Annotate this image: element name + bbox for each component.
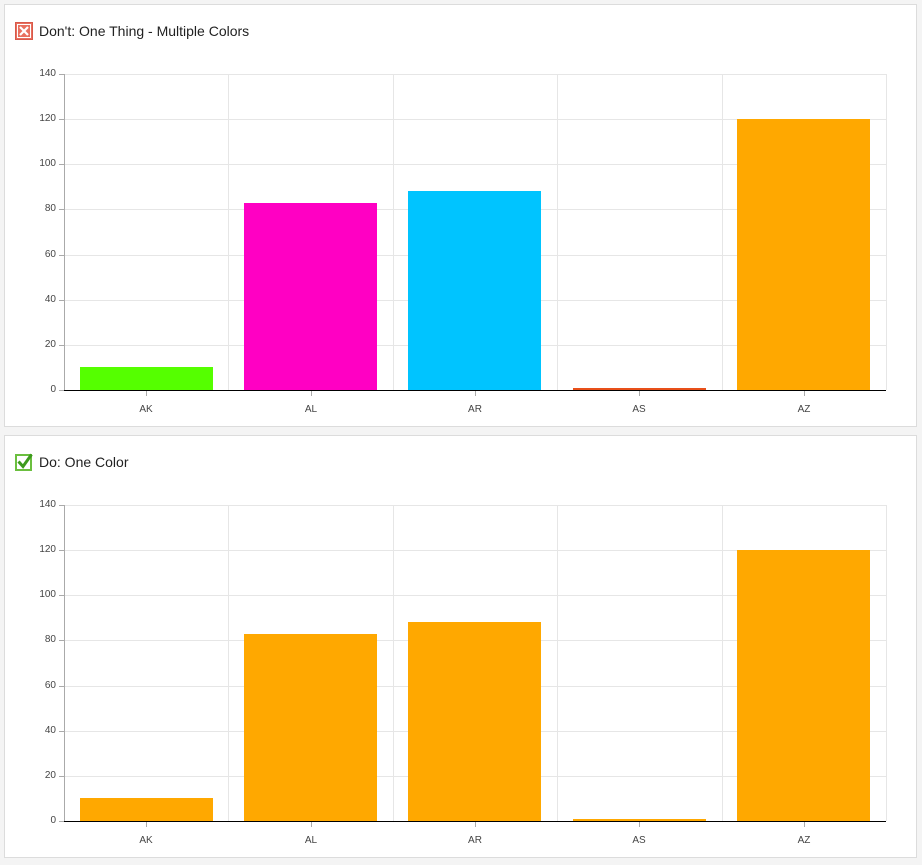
y-tick-mark <box>59 345 64 346</box>
y-tick-mark <box>59 821 64 822</box>
x-tick-mark <box>804 822 805 827</box>
x-tick-label: AZ <box>797 404 811 415</box>
gridline-vertical <box>722 74 723 390</box>
y-tick-mark <box>59 119 64 120</box>
y-tick-mark <box>59 595 64 596</box>
x-tick-label: AL <box>304 404 318 415</box>
x-tick-mark <box>146 391 147 396</box>
x-tick-mark <box>475 391 476 396</box>
gridline-vertical <box>557 505 558 821</box>
y-tick-label: 140 <box>39 499 56 510</box>
x-tick-label: AR <box>468 835 482 846</box>
bar-al[interactable] <box>244 634 377 821</box>
y-axis <box>64 74 65 390</box>
gridline-horizontal <box>64 550 886 551</box>
x-tick-mark <box>311 391 312 396</box>
y-tick-mark <box>59 776 64 777</box>
y-tick-mark <box>59 731 64 732</box>
y-tick-label: 100 <box>39 158 56 169</box>
chart-card-dont: Don't: One Thing - Multiple Colors 0 20 40… <box>4 4 917 427</box>
card-title: Don't: One Thing - Multiple Colors <box>15 22 249 40</box>
gridline-vertical <box>722 505 723 821</box>
bar-al[interactable] <box>244 203 377 390</box>
x-tick-label: AS <box>632 835 646 846</box>
y-tick-mark <box>59 300 64 301</box>
y-tick-label: 80 <box>44 203 56 214</box>
y-tick-label: 40 <box>44 725 56 736</box>
gridline-horizontal <box>64 505 886 506</box>
gridline-horizontal <box>64 119 886 120</box>
y-tick-label: 0 <box>50 815 56 826</box>
x-tick-label: AK <box>139 404 153 415</box>
y-tick-label: 0 <box>50 384 56 395</box>
x-tick-mark <box>639 822 640 827</box>
y-tick-label: 120 <box>39 113 56 124</box>
x-tick-label: AL <box>304 835 318 846</box>
y-tick-label: 120 <box>39 544 56 555</box>
bar-ar[interactable] <box>408 622 541 821</box>
y-tick-mark <box>59 640 64 641</box>
gridline-vertical <box>228 505 229 821</box>
y-tick-mark <box>59 74 64 75</box>
x-tick-mark <box>804 391 805 396</box>
x-tick-mark <box>639 391 640 396</box>
y-tick-mark <box>59 390 64 391</box>
y-tick-mark <box>59 209 64 210</box>
gridline-vertical <box>393 505 394 821</box>
bar-ak[interactable] <box>80 367 213 390</box>
y-tick-mark <box>59 550 64 551</box>
y-tick-mark <box>59 505 64 506</box>
y-axis <box>64 505 65 821</box>
gridline-horizontal <box>64 164 886 165</box>
y-tick-label: 40 <box>44 294 56 305</box>
gridline-horizontal <box>64 74 886 75</box>
y-tick-mark <box>59 255 64 256</box>
bar-az[interactable] <box>737 119 870 390</box>
card-title: Do: One Color <box>15 453 128 471</box>
card-title-text: Don't: One Thing - Multiple Colors <box>39 23 250 39</box>
x-tick-label: AZ <box>797 835 811 846</box>
bar-as[interactable] <box>573 819 706 821</box>
x-axis <box>64 390 886 391</box>
y-tick-label: 140 <box>39 68 56 79</box>
bar-ar[interactable] <box>408 191 541 390</box>
green-check-icon <box>15 453 33 471</box>
x-tick-label: AS <box>632 404 646 415</box>
y-tick-label: 60 <box>44 680 56 691</box>
y-tick-mark <box>59 164 64 165</box>
x-axis <box>64 821 886 822</box>
y-tick-label: 100 <box>39 589 56 600</box>
y-tick-label: 60 <box>44 249 56 260</box>
x-tick-label: AK <box>139 835 153 846</box>
bar-ak[interactable] <box>80 798 213 821</box>
y-tick-mark <box>59 686 64 687</box>
y-tick-label: 20 <box>44 770 56 781</box>
red-x-icon <box>15 22 33 40</box>
gridline-horizontal <box>64 595 886 596</box>
y-tick-label: 80 <box>44 634 56 645</box>
gridline-vertical <box>228 74 229 390</box>
gridline-vertical <box>557 74 558 390</box>
gridline-vertical <box>886 74 887 390</box>
gridline-vertical <box>393 74 394 390</box>
bar-as[interactable] <box>573 388 706 390</box>
x-tick-mark <box>146 822 147 827</box>
chart-card-do: Do: One Color 0 20 40 60 80 100 120 140 AK AL AR AS… <box>4 435 917 858</box>
x-tick-mark <box>475 822 476 827</box>
y-tick-label: 20 <box>44 339 56 350</box>
bar-az[interactable] <box>737 550 870 821</box>
gridline-vertical <box>886 505 887 821</box>
card-title-text: Do: One Color <box>39 454 129 470</box>
x-tick-label: AR <box>468 404 482 415</box>
x-tick-mark <box>311 822 312 827</box>
